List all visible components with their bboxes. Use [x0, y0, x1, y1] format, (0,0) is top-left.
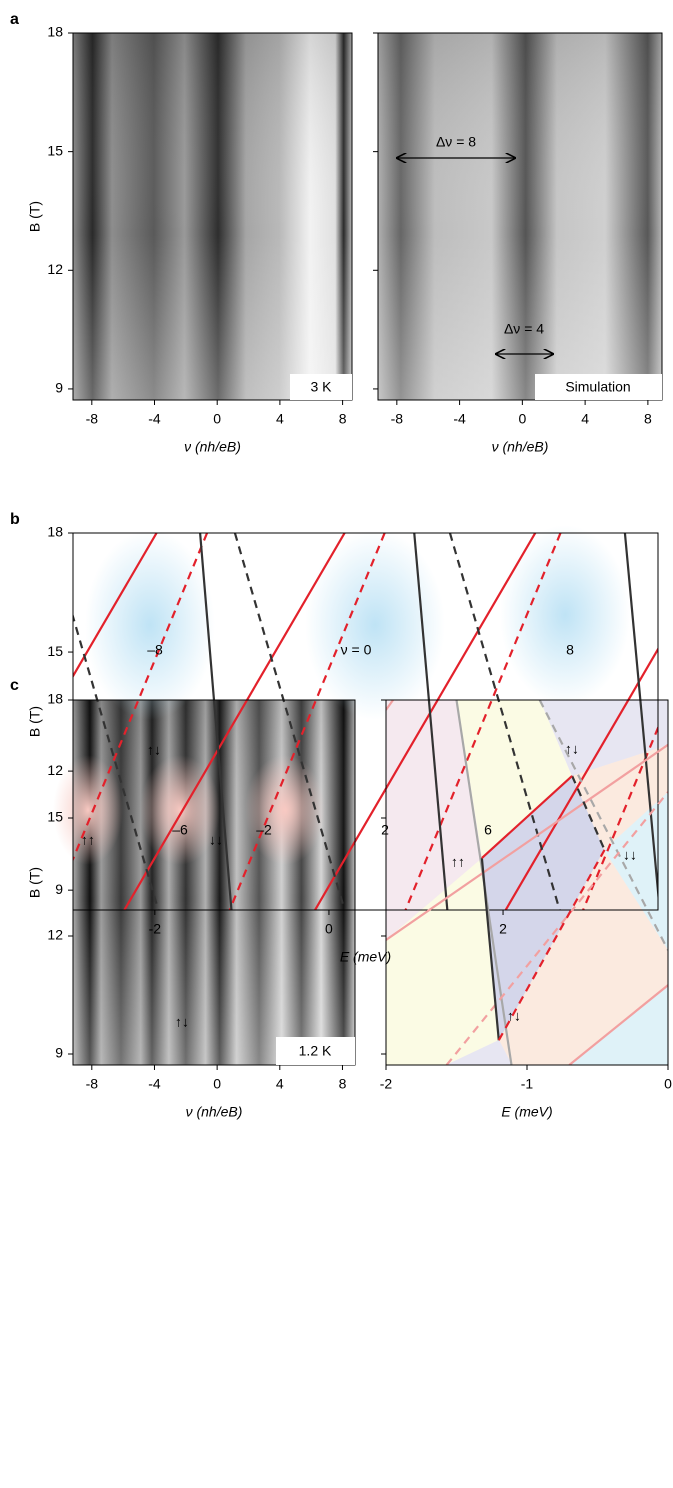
x-tick-label: 0 — [213, 1076, 221, 1092]
x-tick-label: 0 — [325, 921, 333, 937]
x-tick-label: -2 — [380, 1076, 393, 1092]
line — [568, 984, 668, 1065]
line — [73, 612, 160, 910]
y-tick-label: 15 — [47, 643, 63, 659]
x-tick-label: -8 — [391, 411, 404, 427]
plot-frame — [72, 699, 356, 1066]
line — [413, 533, 449, 910]
x-tick-label: -4 — [453, 411, 466, 427]
line — [582, 724, 658, 910]
plot-frame — [72, 32, 353, 401]
line — [480, 858, 500, 1041]
annotation: Δν = 8 — [436, 134, 476, 150]
panel-label: a — [10, 11, 19, 28]
annotation: Δν = 4 — [504, 321, 544, 337]
annotation: –6 — [172, 822, 188, 838]
annotation: 6 — [484, 822, 492, 838]
regions — [386, 700, 668, 1065]
y-tick-label: 9 — [55, 881, 63, 897]
annotation: 8 — [566, 642, 574, 658]
plot-layer: -8 -4 0 4 8 9 12 15 18 ν (nh/eB) B (T) -8 -4 0 4 8 ν (nh… — [27, 24, 672, 1120]
annotation: ↑↑ — [81, 832, 95, 848]
y-tick-label: 18 — [47, 524, 63, 540]
y-tick-label: 12 — [47, 927, 63, 943]
line — [538, 700, 668, 951]
line — [73, 533, 209, 863]
x-tick-label: 2 — [499, 921, 507, 937]
y-axis-label: B (T) — [27, 201, 43, 232]
label-box — [290, 374, 352, 400]
y-tick-label: 9 — [55, 380, 63, 396]
x-tick-label: 4 — [581, 411, 589, 427]
line — [386, 743, 668, 941]
annotation: ↓↓ — [209, 832, 223, 848]
annotation: ↑↓ — [565, 741, 579, 757]
annotation: ↓↓ — [623, 847, 637, 863]
annotation: ↑↓ — [147, 742, 161, 758]
panel-label: b — [10, 511, 20, 528]
line — [123, 533, 346, 910]
annotation: ↑↓ — [507, 1008, 521, 1024]
line — [73, 533, 158, 679]
x-tick-label: -2 — [149, 921, 162, 937]
label-box — [276, 1037, 355, 1065]
x-tick-label: -8 — [86, 411, 99, 427]
x-axis-label: ν (nh/eB) — [186, 1104, 243, 1120]
annotation: –8 — [147, 642, 163, 658]
annotations: a b c 3 K Simulation Δν = 8 Δν = 4 –8 ν … — [10, 11, 662, 1065]
line — [386, 700, 394, 711]
x-tick-label: -8 — [86, 1076, 99, 1092]
x-tick-label: -4 — [148, 1076, 161, 1092]
annotation: 3 K — [310, 379, 332, 395]
line — [228, 533, 386, 910]
line — [448, 533, 561, 910]
y-tick-label: 18 — [47, 24, 63, 40]
line — [199, 533, 233, 910]
x-axis-label: ν (nh/eB) — [492, 439, 549, 455]
y-tick-label: 12 — [47, 762, 63, 778]
x-tick-label: -1 — [521, 1076, 534, 1092]
heatmap-shade — [73, 33, 352, 400]
y-axis-label: B (T) — [27, 706, 43, 737]
x-tick-label: -4 — [148, 411, 161, 427]
annotation: Simulation — [565, 379, 630, 395]
line — [314, 533, 537, 910]
line — [233, 533, 346, 910]
annotation: ↑↑ — [451, 854, 465, 870]
x-axis-label: ν (nh/eB) — [184, 439, 241, 455]
y-tick-label: 9 — [55, 1045, 63, 1061]
heatmap-shade — [378, 33, 662, 400]
x-tick-label: 4 — [276, 411, 284, 427]
panel-label: c — [10, 677, 19, 694]
y-tick-label: 15 — [47, 142, 63, 158]
x-tick-label: 8 — [339, 411, 347, 427]
x-tick-label: 0 — [213, 411, 221, 427]
y-tick-label: 15 — [47, 809, 63, 825]
y-axis-label: B (T) — [27, 867, 43, 898]
line — [623, 533, 658, 904]
x-tick-label: 0 — [664, 1076, 672, 1092]
plot-frame — [377, 32, 663, 401]
annotation: ν = 0 — [341, 642, 372, 658]
line — [404, 533, 562, 910]
heatmap-shade — [73, 700, 355, 1065]
annotation: 2 — [381, 822, 389, 838]
x-axis-label: E (meV) — [501, 1104, 552, 1120]
annotation: –2 — [256, 822, 272, 838]
label-box — [535, 374, 662, 400]
x-tick-label: 8 — [644, 411, 652, 427]
annotation: 1.2 K — [299, 1043, 332, 1059]
y-tick-label: 12 — [47, 261, 63, 277]
x-tick-label: 4 — [276, 1076, 284, 1092]
annotation: ↑↓ — [175, 1014, 189, 1030]
line — [481, 775, 573, 859]
x-tick-label: 8 — [339, 1076, 347, 1092]
line — [445, 791, 668, 1065]
x-tick-label: 0 — [518, 411, 526, 427]
x-axis-label: E (meV) — [340, 949, 391, 965]
y-tick-label: 18 — [47, 691, 63, 707]
